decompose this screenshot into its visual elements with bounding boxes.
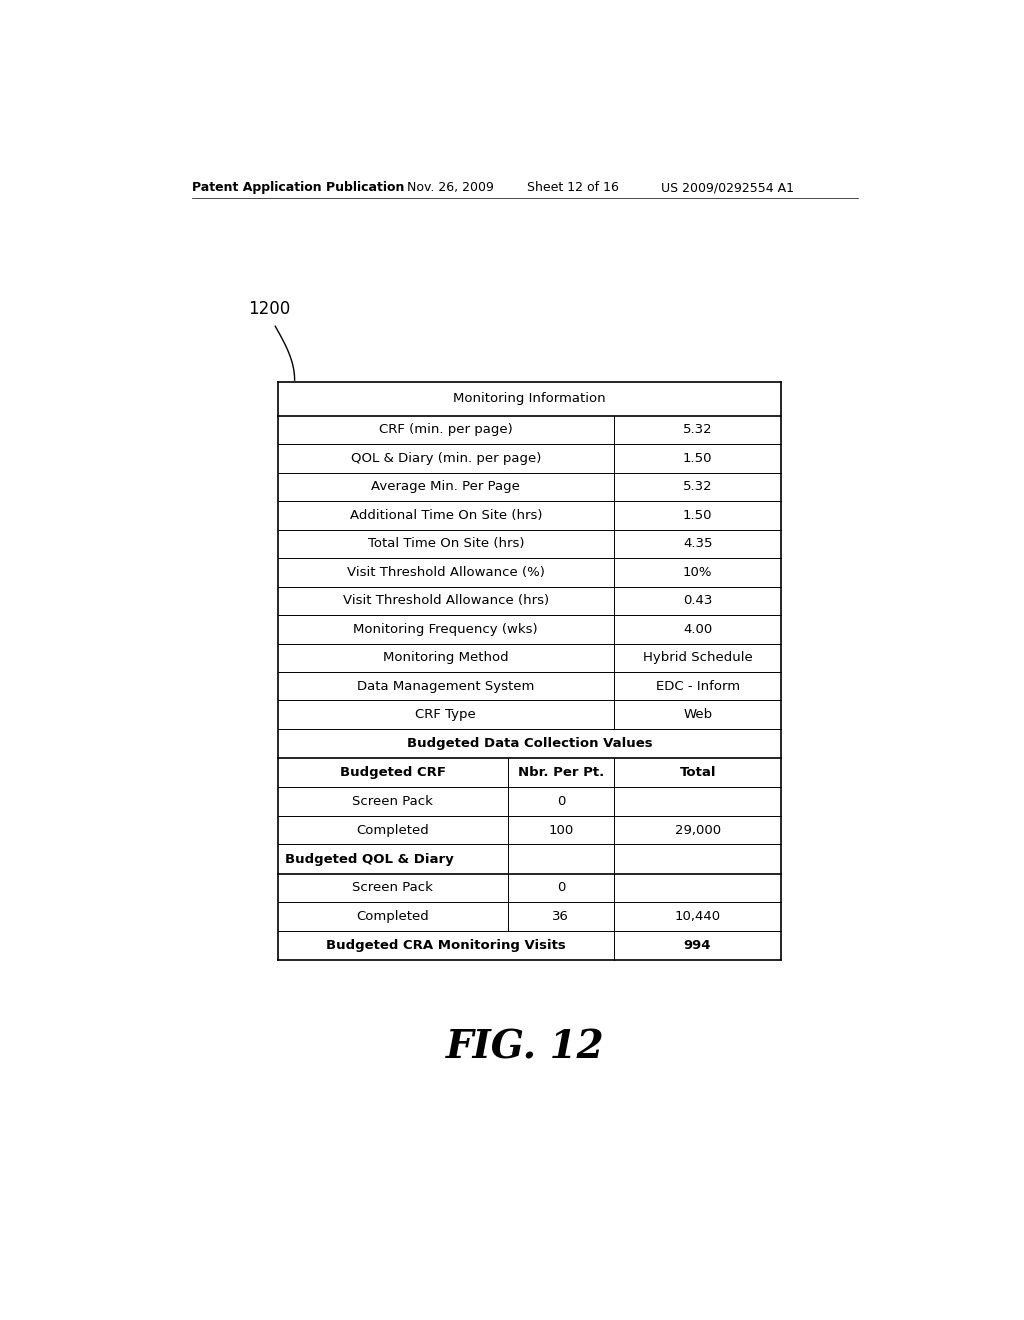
Text: CRF Type: CRF Type — [416, 709, 476, 721]
Text: Additional Time On Site (hrs): Additional Time On Site (hrs) — [349, 508, 542, 521]
Text: Budgeted CRF: Budgeted CRF — [340, 767, 445, 779]
Text: 0: 0 — [557, 795, 565, 808]
Text: Completed: Completed — [356, 824, 429, 837]
Text: Monitoring Information: Monitoring Information — [454, 392, 606, 405]
Text: Budgeted CRA Monitoring Visits: Budgeted CRA Monitoring Visits — [326, 939, 565, 952]
Text: 1.50: 1.50 — [683, 508, 713, 521]
Text: 100: 100 — [548, 824, 573, 837]
Text: Total Time On Site (hrs): Total Time On Site (hrs) — [368, 537, 524, 550]
Text: 5.32: 5.32 — [683, 480, 713, 494]
Text: Screen Pack: Screen Pack — [352, 882, 433, 895]
Text: Budgeted QOL & Diary: Budgeted QOL & Diary — [286, 853, 454, 866]
Text: Completed: Completed — [356, 909, 429, 923]
Text: 0.43: 0.43 — [683, 594, 713, 607]
Text: FIG. 12: FIG. 12 — [445, 1028, 604, 1067]
Text: 10%: 10% — [683, 566, 713, 578]
Text: Budgeted Data Collection Values: Budgeted Data Collection Values — [407, 737, 652, 750]
Text: Data Management System: Data Management System — [357, 680, 535, 693]
Text: 994: 994 — [684, 939, 712, 952]
Text: 29,000: 29,000 — [675, 824, 721, 837]
Text: Visit Threshold Allowance (hrs): Visit Threshold Allowance (hrs) — [343, 594, 549, 607]
Text: QOL & Diary (min. per page): QOL & Diary (min. per page) — [350, 451, 541, 465]
Text: Visit Threshold Allowance (%): Visit Threshold Allowance (%) — [347, 566, 545, 578]
Text: Hybrid Schedule: Hybrid Schedule — [643, 651, 753, 664]
Text: Nbr. Per Pt.: Nbr. Per Pt. — [518, 767, 604, 779]
Text: Patent Application Publication: Patent Application Publication — [191, 181, 403, 194]
Text: Screen Pack: Screen Pack — [352, 795, 433, 808]
Text: 1200: 1200 — [248, 300, 291, 318]
Text: Total: Total — [679, 767, 716, 779]
Text: Nov. 26, 2009: Nov. 26, 2009 — [407, 181, 494, 194]
Text: 4.35: 4.35 — [683, 537, 713, 550]
Text: 1.50: 1.50 — [683, 451, 713, 465]
Text: 0: 0 — [557, 882, 565, 895]
Text: 5.32: 5.32 — [683, 424, 713, 437]
Text: 10,440: 10,440 — [675, 909, 721, 923]
Text: Monitoring Method: Monitoring Method — [383, 651, 509, 664]
Text: Web: Web — [683, 709, 712, 721]
Text: US 2009/0292554 A1: US 2009/0292554 A1 — [662, 181, 795, 194]
Text: EDC - Inform: EDC - Inform — [655, 680, 739, 693]
Text: Average Min. Per Page: Average Min. Per Page — [372, 480, 520, 494]
Text: 4.00: 4.00 — [683, 623, 713, 636]
Text: CRF (min. per page): CRF (min. per page) — [379, 424, 513, 437]
Text: 36: 36 — [552, 909, 569, 923]
Text: Monitoring Frequency (wks): Monitoring Frequency (wks) — [353, 623, 538, 636]
Text: Sheet 12 of 16: Sheet 12 of 16 — [527, 181, 618, 194]
